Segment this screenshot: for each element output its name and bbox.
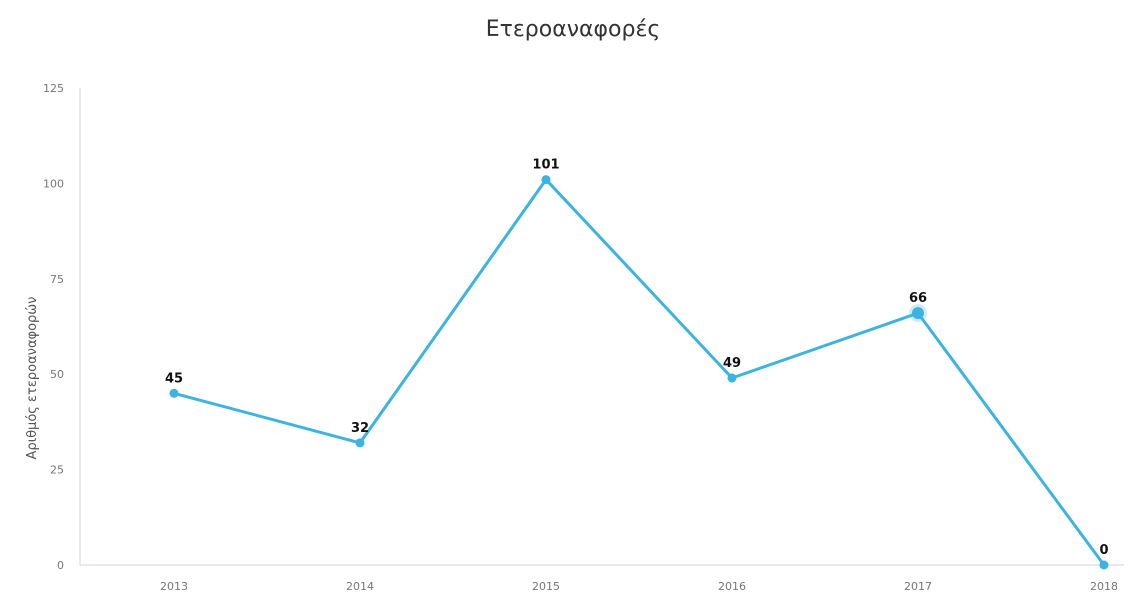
data-point[interactable] — [912, 307, 924, 320]
y-axis-ticks: 0 25 50 75 100 125 — [43, 82, 64, 572]
data-point[interactable] — [727, 373, 737, 383]
x-tick-label: 2017 — [904, 580, 932, 593]
x-tick-label: 2014 — [346, 580, 374, 593]
chart-title: Ετεροαναφορές — [486, 17, 661, 42]
data-label: 101 — [532, 158, 559, 173]
series-group — [169, 175, 1109, 570]
data-label: 49 — [723, 356, 741, 371]
y-tick-label: 0 — [57, 559, 64, 572]
data-point[interactable] — [169, 388, 179, 398]
x-axis-ticks: 2013 2014 2015 2016 2017 2018 — [160, 580, 1118, 593]
x-tick-label: 2018 — [1090, 580, 1118, 593]
data-label: 32 — [351, 421, 369, 436]
data-point[interactable] — [355, 438, 365, 448]
data-label: 45 — [165, 371, 183, 386]
series-line — [173, 178, 1106, 566]
data-labels: 45 32 101 49 66 0 — [165, 158, 1109, 558]
y-tick-label: 75 — [50, 273, 64, 286]
y-tick-label: 50 — [50, 368, 64, 381]
x-tick-label: 2013 — [160, 580, 188, 593]
data-point[interactable] — [541, 175, 551, 185]
y-tick-label: 125 — [43, 82, 64, 95]
y-tick-label: 100 — [43, 177, 64, 190]
data-label: 66 — [909, 291, 927, 306]
y-tick-label: 25 — [50, 464, 64, 477]
y-axis-label: Αριθμός ετεροαναφορών — [25, 297, 40, 460]
data-point[interactable] — [1099, 560, 1109, 570]
x-tick-label: 2016 — [718, 580, 746, 593]
data-label: 0 — [1099, 543, 1108, 558]
x-tick-label: 2015 — [532, 580, 560, 593]
